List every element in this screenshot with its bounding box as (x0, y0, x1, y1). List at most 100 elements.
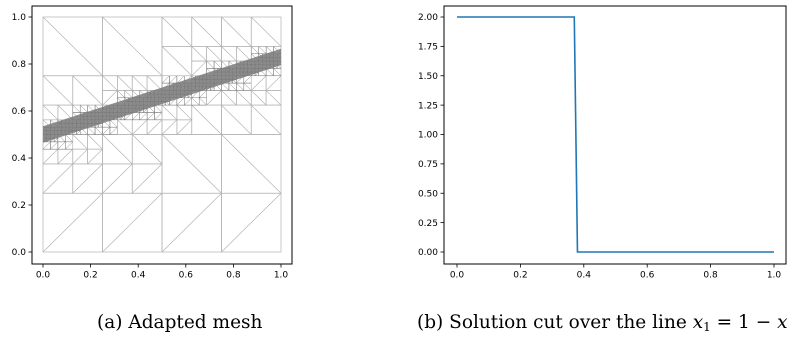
mesh-edge (117, 119, 133, 135)
mesh-edge (102, 163, 133, 194)
mesh-edge (42, 16, 103, 76)
mesh-edge (176, 119, 192, 135)
x-tick-label: 0.4 (577, 271, 592, 281)
y-tick-label: 0.4 (12, 154, 27, 164)
mesh-edge (243, 82, 252, 91)
y-tick-label: 0.2 (12, 201, 26, 211)
mesh-edge (154, 104, 163, 113)
mesh-panel: 0.0 0.2 0.4 0.6 0.8 1.0 0.0 0.2 0.4 0.6 0.8 1.0 (12, 5, 293, 281)
x-tick-label: 1.0 (274, 271, 289, 281)
mesh-edge (109, 119, 118, 128)
mesh-edge (50, 141, 59, 150)
mesh-edge (57, 141, 66, 150)
mesh-edge (161, 134, 222, 194)
mesh-edge (72, 104, 81, 113)
x-tick-label: 0.0 (450, 271, 465, 281)
mesh-edge (251, 16, 282, 47)
mesh-edge (191, 104, 222, 135)
mesh-x-ticks: 0.0 0.2 0.4 0.6 0.8 1.0 (36, 264, 289, 281)
mesh-edge (228, 82, 237, 91)
mesh-edge (102, 193, 163, 253)
mesh-edge (42, 75, 73, 106)
mesh-edge (258, 46, 267, 54)
mesh-edge (161, 119, 178, 135)
caption-b-equals: = 1 − (710, 312, 778, 333)
mesh-edge (213, 60, 222, 69)
solution-y-ticks: 0.00 0.25 0.50 0.75 1.00 1.25 1.50 1.75 2.00 (418, 13, 444, 258)
x-tick-label: 0.6 (640, 271, 655, 281)
mesh-edge (146, 75, 163, 91)
mesh-elements (42, 16, 282, 253)
mesh-edge (191, 16, 222, 47)
solution-panel: 0.0 0.2 0.4 0.6 0.8 1.0 0.00 0.25 0.50 0.75 1.00 1… (418, 5, 787, 281)
mesh-edge (53, 138, 59, 143)
mesh-edge (161, 46, 192, 76)
mesh-edge (57, 104, 73, 121)
mesh-edge (221, 90, 237, 106)
mesh-edge (80, 104, 88, 113)
mesh-edge (236, 82, 244, 91)
mesh-edge (221, 104, 252, 135)
mesh-edge (184, 97, 192, 106)
y-tick-label: 1.0 (12, 13, 27, 23)
mesh-edge (42, 104, 59, 121)
mesh-edge (251, 46, 259, 54)
mesh-cell (250, 16, 282, 47)
mesh-edge (251, 75, 267, 91)
mesh-edge (206, 60, 215, 69)
x-tick-label: 0.8 (703, 271, 718, 281)
mesh-edge (139, 112, 148, 120)
caption-b-var2: x (777, 312, 788, 333)
mesh-edge (161, 16, 192, 47)
y-tick-label: 1.75 (418, 43, 438, 53)
mesh-edge (72, 148, 88, 165)
solution-axes-frame (443, 5, 787, 265)
y-tick-label: 1.50 (418, 72, 438, 82)
y-tick-label: 0.8 (12, 60, 27, 70)
y-tick-label: 1.25 (418, 101, 438, 111)
mesh-edge (72, 75, 103, 106)
mesh-edge (124, 90, 133, 98)
mesh-edge (191, 97, 200, 106)
x-tick-label: 1.0 (767, 271, 782, 281)
mesh-edge (72, 134, 88, 150)
y-tick-label: 0.0 (12, 248, 27, 258)
mesh-edge (65, 141, 73, 150)
mesh-edge (191, 46, 207, 62)
mesh-edge (210, 86, 215, 91)
mesh-edge (176, 75, 185, 84)
mesh-edge (187, 93, 192, 98)
mesh-edge (236, 46, 252, 62)
mesh-edge (221, 134, 282, 194)
mesh-edge (87, 148, 103, 165)
figure: 0.0 0.2 0.4 0.6 0.8 1.0 0.0 0.2 0.4 0.6 0.8 1.0 0.… (12, 5, 787, 281)
mesh-edge (221, 16, 252, 47)
x-tick-label: 0.4 (131, 271, 146, 281)
mesh-edge (42, 163, 73, 194)
mesh-edge (146, 119, 163, 135)
y-tick-label: 2.00 (418, 13, 438, 23)
mesh-y-ticks: 0.0 0.2 0.4 0.6 0.8 1.0 (12, 13, 32, 258)
solution-x-ticks: 0.0 0.2 0.4 0.6 0.8 1.0 (450, 264, 782, 281)
y-tick-label: 1.00 (418, 131, 438, 141)
mesh-edge (76, 130, 81, 135)
refined-band (43, 48, 281, 143)
x-tick-label: 0.6 (179, 271, 194, 281)
x-tick-label: 0.2 (83, 271, 97, 281)
mesh-edge (42, 193, 103, 253)
mesh-edge (102, 75, 118, 91)
mesh-edge (251, 104, 282, 135)
mesh-edge (132, 163, 163, 194)
mesh-edge (161, 75, 170, 84)
solution-line (457, 16, 774, 253)
mesh-edge (221, 46, 237, 62)
mesh-edge (109, 126, 118, 135)
mesh-edge (176, 97, 185, 106)
mesh-edge (154, 112, 163, 120)
mesh-edge (42, 141, 51, 150)
mesh-axes-frame (31, 5, 293, 265)
mesh-edge (87, 134, 103, 150)
mesh-edge (146, 112, 155, 120)
mesh-edge (161, 104, 178, 121)
mesh-edge (161, 193, 222, 253)
